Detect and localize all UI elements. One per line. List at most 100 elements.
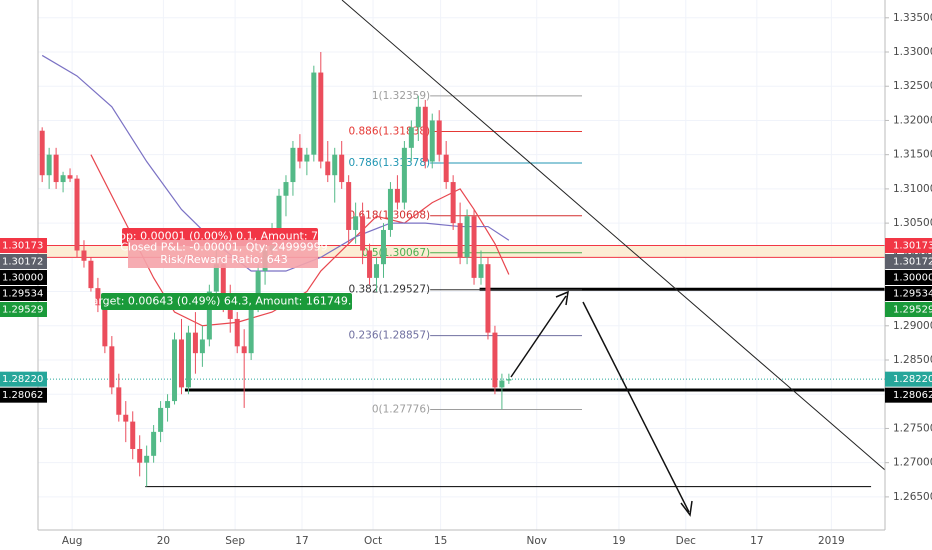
candle-body: [471, 216, 477, 278]
candle-body: [380, 229, 386, 265]
candle-body: [151, 431, 157, 456]
candle-body: [255, 271, 261, 306]
candle-body: [178, 339, 184, 388]
candle-body: [367, 250, 373, 278]
x-tick-label: Aug: [62, 535, 83, 547]
candle-body: [192, 332, 198, 354]
price-label: 1.29529: [893, 304, 932, 315]
candle-body: [408, 127, 414, 148]
risk-reward-label: Risk/Reward Ratio: 643: [160, 253, 287, 266]
fib-label: 0.382(1.29527): [348, 284, 430, 296]
candle-body: [374, 264, 380, 278]
trend-line: [341, 0, 886, 471]
candle-body: [353, 216, 359, 230]
price-label-box: [885, 253, 932, 269]
fib-label: 0.786(1.31378): [348, 157, 430, 169]
x-tick-label: 2019: [818, 535, 845, 547]
candle-body: [276, 195, 282, 230]
candle-body: [185, 332, 191, 388]
price-label: 1.29534: [893, 288, 932, 299]
x-tick-label: Dec: [676, 535, 697, 547]
y-tick-label: 1.32000: [893, 114, 932, 126]
candle-body: [401, 147, 407, 203]
candle-body: [144, 455, 150, 463]
candle-body: [478, 264, 484, 278]
moving-average: [41, 54, 510, 272]
price-label-box: [0, 269, 47, 285]
candle-body: [450, 182, 456, 224]
position-box: [101, 228, 352, 310]
price-label-box: [0, 237, 47, 253]
price-label-box: [885, 371, 932, 387]
candle-body: [220, 264, 226, 306]
arrows: [510, 290, 693, 517]
candle-body: [234, 318, 240, 347]
candle-body: [290, 147, 296, 183]
y-tick-label: 1.32500: [893, 80, 932, 92]
candle-body: [346, 182, 352, 230]
price-label-box: [885, 269, 932, 285]
candle-body: [332, 154, 338, 176]
price-label: 1.28062: [2, 390, 43, 401]
candle-body: [485, 264, 491, 333]
candle-body: [213, 264, 219, 292]
candle-body: [318, 72, 324, 162]
fib-label: 0(1.27776): [372, 404, 430, 416]
candle-body: [165, 401, 171, 408]
candle-body: [429, 120, 435, 162]
price-label: 1.29529: [2, 304, 43, 315]
x-tick-label: 20: [157, 535, 170, 547]
candle-body: [81, 250, 87, 261]
price-label: 1.28220: [2, 374, 43, 385]
candle-body: [415, 106, 421, 128]
price-label: 1.30172: [893, 256, 932, 267]
candle-body: [123, 414, 129, 422]
candle-body: [206, 291, 212, 340]
candle-body: [53, 154, 59, 183]
candle-body: [88, 260, 94, 289]
y-tick-label: 1.33000: [893, 46, 932, 58]
x-tick-label: 17: [750, 535, 763, 547]
price-label: 1.30173: [2, 240, 43, 251]
candle-body: [248, 305, 254, 354]
price-label: 1.30172: [2, 256, 43, 267]
candle-body: [443, 154, 449, 183]
candle-body: [304, 154, 310, 162]
candle-body: [422, 106, 428, 162]
x-tick-label: Oct: [364, 535, 382, 547]
x-tick-label: 15: [434, 535, 447, 547]
candle-body: [95, 288, 101, 306]
candle-body: [241, 346, 247, 354]
y-tick-label: 1.31000: [893, 183, 932, 195]
candle-body: [116, 387, 122, 415]
price-label-box: [0, 371, 47, 387]
y-tick-label: 1.28500: [893, 354, 932, 366]
candle-body: [436, 120, 442, 155]
price-label-box: [0, 387, 47, 403]
candle-body: [457, 223, 463, 258]
price-label-box: [885, 387, 932, 403]
candle-body: [283, 182, 289, 196]
price-label-box: [0, 253, 47, 269]
y-tick-label: 1.27500: [893, 422, 932, 434]
price-label: 1.30000: [893, 272, 932, 283]
price-label: 1.30173: [893, 240, 932, 251]
candle-body: [325, 161, 331, 176]
y-tick-label: 1.29000: [893, 320, 932, 332]
candle-body: [74, 178, 80, 251]
fib-label: 0.236(1.28857): [348, 330, 430, 342]
fib-label: 1(1.32359): [372, 90, 430, 102]
candle-body: [464, 216, 470, 258]
stop-label: Stop: 0.00001 (0.00%) 0.1, Amount: 750: [108, 230, 332, 243]
candle-body: [297, 147, 303, 162]
candle-body: [137, 448, 143, 463]
price-label-box: [0, 301, 47, 317]
x-tick-label: Sep: [225, 535, 245, 547]
candle-body: [360, 216, 366, 251]
candle-body: [130, 421, 136, 449]
price-label-box: [885, 237, 932, 253]
candle-body: [506, 379, 512, 381]
price-label-box: [885, 285, 932, 301]
price-label-box: [885, 301, 932, 317]
